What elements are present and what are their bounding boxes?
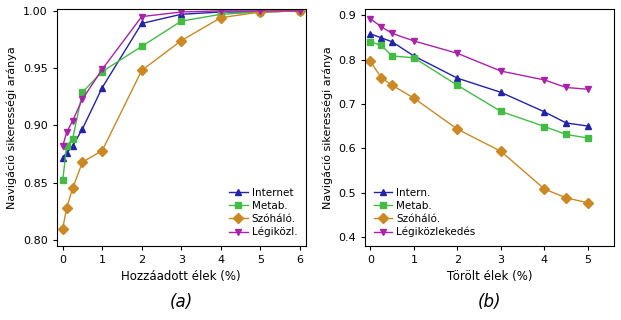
- Szóháló.: [59, 227, 66, 230]
- Internet: [296, 9, 304, 13]
- Metab.: [63, 144, 70, 148]
- Metab.: [79, 90, 86, 94]
- Intern.: [563, 121, 570, 125]
- Intern.: [497, 91, 505, 94]
- Szóháló.: [454, 127, 461, 131]
- Line: Légiközlekedés: Légiközlekedés: [367, 15, 591, 93]
- Szóháló.: [584, 201, 592, 205]
- Légiközl.: [69, 119, 76, 123]
- Metab.: [497, 109, 505, 113]
- Internet: [69, 144, 76, 148]
- Text: (a): (a): [170, 293, 193, 311]
- Legend: Internet, Metab., Szóháló., Légiközl.: Internet, Metab., Szóháló., Légiközl.: [225, 184, 301, 241]
- Metab.: [178, 19, 185, 23]
- Légiközl.: [79, 97, 86, 101]
- Intern.: [584, 124, 592, 128]
- Légiközlekedés: [541, 78, 548, 82]
- Line: Szóháló.: Szóháló.: [59, 7, 303, 232]
- X-axis label: Hozzáadott élek (%): Hozzáadott élek (%): [122, 270, 241, 283]
- Légiközl.: [296, 9, 304, 13]
- Line: Internet: Internet: [59, 7, 303, 161]
- Légiközlekedés: [378, 25, 385, 29]
- Szóháló.: [497, 149, 505, 153]
- Metab.: [296, 9, 304, 13]
- Szóháló.: [366, 60, 374, 63]
- Légiközlekedés: [454, 52, 461, 55]
- Légiközl.: [138, 15, 145, 19]
- Internet: [99, 86, 106, 90]
- Légiközlekedés: [366, 17, 374, 21]
- Metab.: [454, 83, 461, 87]
- Légiközl.: [59, 144, 66, 148]
- Metab.: [584, 136, 592, 140]
- Légiközl.: [178, 10, 185, 14]
- Metab.: [366, 40, 374, 44]
- Intern.: [454, 76, 461, 80]
- Y-axis label: Navigáció sikerességi aránya: Navigáció sikerességi aránya: [7, 46, 17, 209]
- X-axis label: Törölt élek (%): Törölt élek (%): [447, 270, 532, 283]
- Szóháló.: [410, 96, 418, 100]
- Internet: [138, 21, 145, 25]
- Légiközl.: [217, 9, 224, 13]
- Intern.: [378, 36, 385, 40]
- Légiközlekedés: [584, 87, 592, 91]
- Text: (b): (b): [478, 293, 501, 311]
- Metab.: [563, 132, 570, 136]
- Metab.: [388, 54, 396, 58]
- Légiközlekedés: [497, 69, 505, 73]
- Metab.: [541, 124, 548, 128]
- Szóháló.: [217, 16, 224, 20]
- Metab.: [69, 137, 76, 141]
- Szóháló.: [178, 39, 185, 43]
- Metab.: [217, 12, 224, 16]
- Intern.: [388, 40, 396, 44]
- Internet: [256, 10, 264, 14]
- Internet: [59, 156, 66, 159]
- Légiközlekedés: [410, 39, 418, 43]
- Szóháló.: [563, 196, 570, 200]
- Metab.: [378, 44, 385, 47]
- Szóháló.: [138, 68, 145, 72]
- Szóháló.: [63, 206, 70, 210]
- Line: Légiközl.: Légiközl.: [59, 7, 303, 149]
- Y-axis label: Navigáció sikerességi aránya: Navigáció sikerességi aránya: [322, 46, 333, 209]
- Légiközl.: [256, 9, 264, 13]
- Szóháló.: [541, 187, 548, 191]
- Légiközlekedés: [388, 31, 396, 35]
- Légiközlekedés: [563, 85, 570, 89]
- Intern.: [410, 54, 418, 58]
- Internet: [217, 10, 224, 14]
- Metab.: [256, 10, 264, 14]
- Szóháló.: [79, 160, 86, 164]
- Internet: [63, 151, 70, 155]
- Metab.: [138, 44, 145, 48]
- Szóháló.: [378, 76, 385, 80]
- Line: Metab.: Metab.: [367, 38, 591, 141]
- Légiközl.: [99, 68, 106, 71]
- Line: Szóháló.: Szóháló.: [367, 58, 591, 206]
- Intern.: [366, 32, 374, 36]
- Szóháló.: [99, 149, 106, 153]
- Line: Intern.: Intern.: [367, 30, 591, 130]
- Metab.: [99, 70, 106, 74]
- Metab.: [410, 56, 418, 60]
- Line: Metab.: Metab.: [59, 7, 303, 184]
- Szóháló.: [388, 83, 396, 87]
- Szóháló.: [256, 10, 264, 14]
- Legend: Intern., Metab., Szóháló., Légiközlekedés: Intern., Metab., Szóháló., Légiközlekedé…: [370, 184, 479, 241]
- Internet: [178, 12, 185, 16]
- Metab.: [59, 179, 66, 182]
- Intern.: [541, 110, 548, 114]
- Szóháló.: [296, 9, 304, 13]
- Szóháló.: [69, 187, 76, 190]
- Légiközl.: [63, 131, 70, 134]
- Internet: [79, 127, 86, 131]
